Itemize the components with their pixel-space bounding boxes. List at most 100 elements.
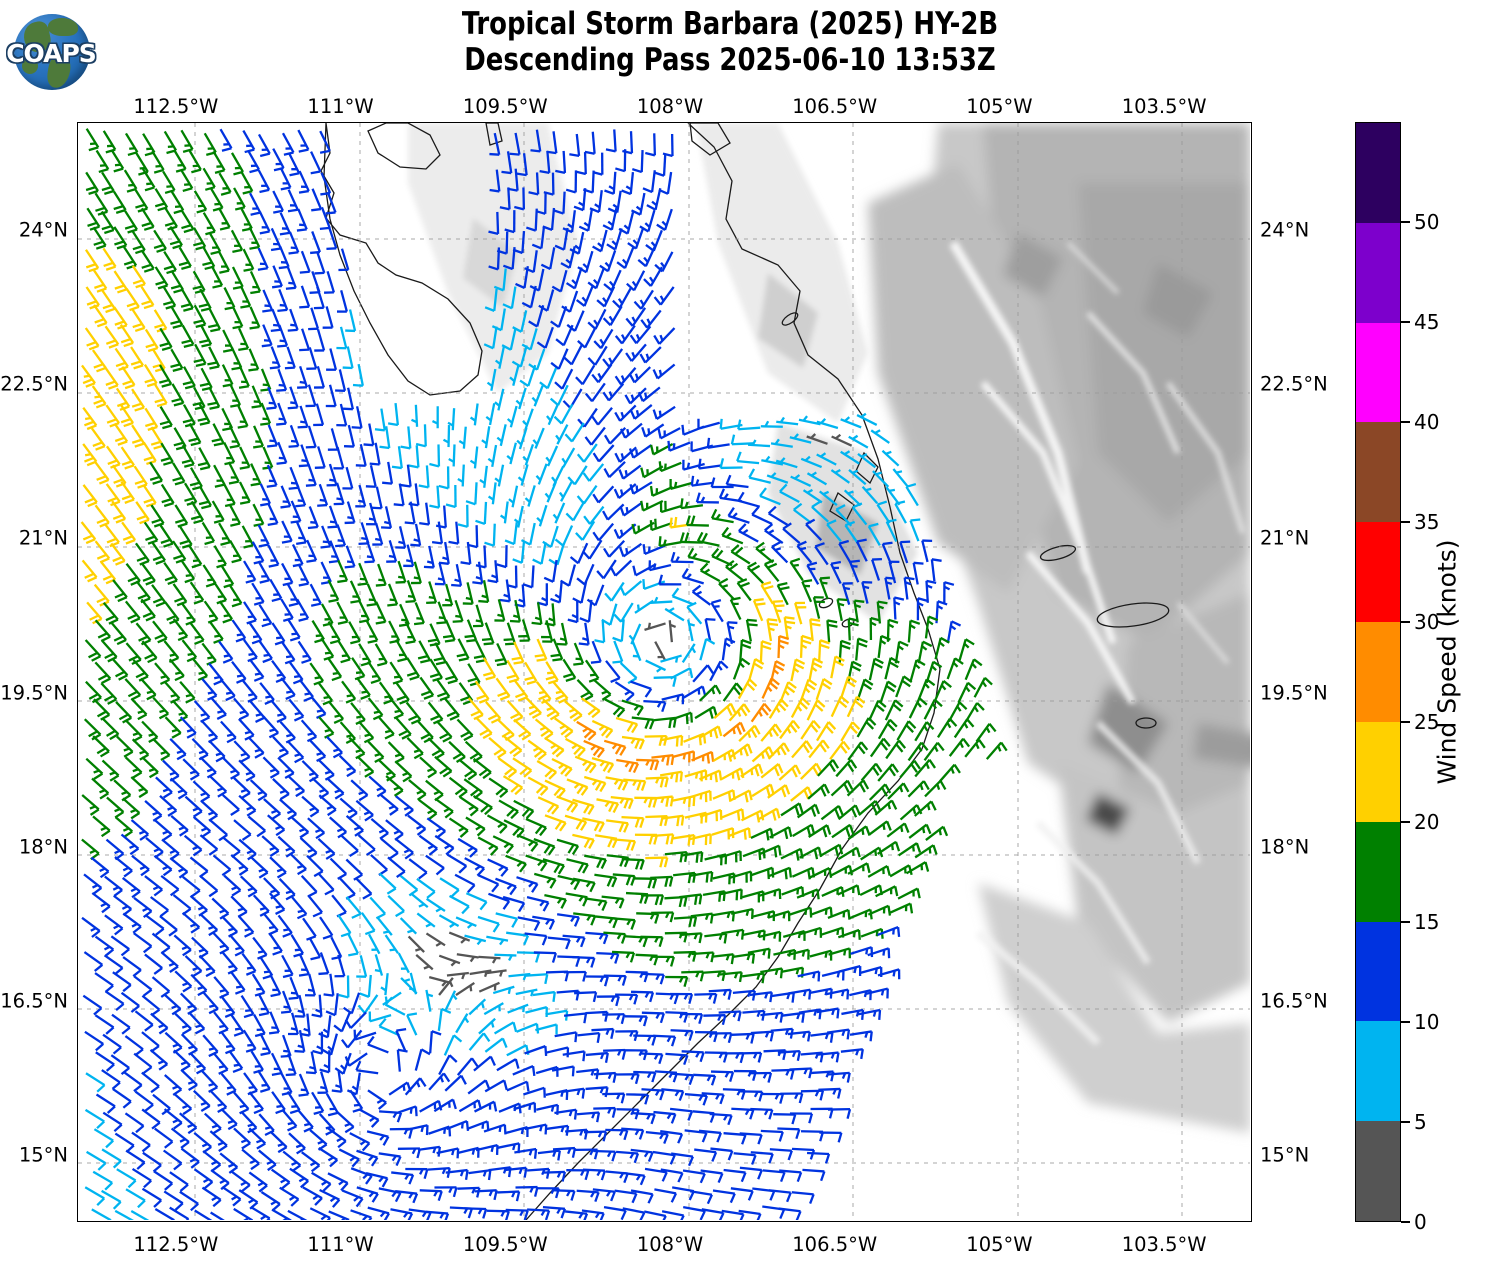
wind-barb <box>219 678 236 702</box>
wind-barb <box>517 464 529 486</box>
wind-barb <box>279 212 291 236</box>
wind-barb <box>496 545 508 569</box>
wind-barb <box>181 639 198 663</box>
wind-barb <box>777 634 790 659</box>
wind-barb <box>531 385 544 407</box>
wind-barb <box>567 600 579 624</box>
wind-barb <box>309 583 322 607</box>
wind-barb <box>180 129 194 153</box>
wind-barb <box>687 547 710 564</box>
wind-barb <box>730 544 751 565</box>
wind-barb <box>632 563 656 577</box>
wind-barb <box>917 678 936 701</box>
wind-barb <box>271 659 287 683</box>
wind-barb <box>151 150 165 174</box>
wind-barb <box>104 524 120 548</box>
wind-barb <box>352 363 364 387</box>
wind-barb <box>925 579 937 603</box>
wind-barb <box>368 775 387 798</box>
wind-barb <box>542 698 560 721</box>
wind-barb <box>808 657 824 681</box>
wind-barb <box>434 755 453 778</box>
wind-barb <box>467 697 484 721</box>
wind-barb <box>94 661 112 685</box>
wind-barb <box>522 408 534 430</box>
wind-barb <box>366 583 378 607</box>
globe-icon <box>14 14 90 90</box>
wind-barb <box>761 677 780 699</box>
wind-barb <box>923 741 945 762</box>
wind-barb <box>367 697 384 721</box>
wind-barb <box>885 486 901 506</box>
wind-barb <box>509 132 521 156</box>
wind-barb <box>266 386 278 410</box>
wind-barb <box>131 424 146 448</box>
wind-barb <box>524 250 538 274</box>
lon-tick-label-top: 109.5°W <box>462 95 548 118</box>
wind-barb <box>640 499 664 512</box>
wind-barb <box>387 583 399 607</box>
wind-barb <box>525 696 542 719</box>
wind-barb <box>710 508 734 524</box>
wind-barb <box>481 426 491 449</box>
wind-barb <box>257 169 271 194</box>
wind-barb <box>729 596 742 620</box>
wind-barb <box>884 699 904 721</box>
wind-barb <box>943 581 955 605</box>
wind-barb <box>545 445 559 467</box>
colorbar-tick-label: 10 <box>1414 1010 1440 1034</box>
wind-barb <box>545 661 559 685</box>
wind-barb <box>596 286 616 308</box>
wind-barb <box>326 777 345 800</box>
wind-barb <box>308 307 320 331</box>
wind-barb <box>124 132 139 157</box>
wind-barb <box>619 662 638 685</box>
wind-barb <box>596 559 617 580</box>
wind-barb <box>560 246 576 269</box>
wind-barb <box>231 619 247 643</box>
wind-barb <box>794 601 807 625</box>
wind-barb <box>722 721 746 738</box>
wind-barb <box>317 682 334 706</box>
wind-barb <box>279 720 296 744</box>
wind-barb <box>539 367 558 390</box>
wind-barb <box>489 132 501 156</box>
wind-barb <box>767 505 789 526</box>
wind-barb <box>367 740 385 764</box>
wind-barb <box>718 577 736 601</box>
wind-barb <box>909 518 921 542</box>
wind-barb <box>188 422 202 447</box>
wind-barb <box>152 620 168 644</box>
wind-barb <box>266 464 278 488</box>
wind-barb <box>447 408 456 431</box>
wind-barb <box>506 442 517 465</box>
wind-barb <box>319 206 331 230</box>
wind-barb <box>240 171 254 195</box>
wind-barb <box>124 756 143 779</box>
wind-barb <box>314 328 326 352</box>
wind-barb <box>258 640 273 664</box>
wind-barb <box>958 638 975 661</box>
wind-barb <box>531 602 543 626</box>
wind-barb <box>169 777 188 800</box>
wind-barb <box>524 661 538 685</box>
wind-barb <box>603 539 626 558</box>
wind-barb <box>853 599 865 623</box>
wind-barb <box>625 343 647 362</box>
wind-barb <box>85 171 99 195</box>
wind-barb <box>681 568 704 585</box>
wind-barb <box>499 579 511 603</box>
wind-barb <box>457 504 469 528</box>
wind-barb <box>515 387 527 410</box>
wind-barb <box>592 229 608 253</box>
wind-barb <box>738 724 761 743</box>
wind-barb <box>583 505 605 525</box>
wind-barb <box>287 308 299 332</box>
wind-barb <box>681 643 697 663</box>
wind-barb <box>247 149 261 174</box>
wind-barb <box>721 637 736 661</box>
wind-barb <box>260 402 272 426</box>
wind-barb <box>93 269 108 293</box>
wind-barb <box>336 601 349 625</box>
wind-barb <box>92 735 110 758</box>
